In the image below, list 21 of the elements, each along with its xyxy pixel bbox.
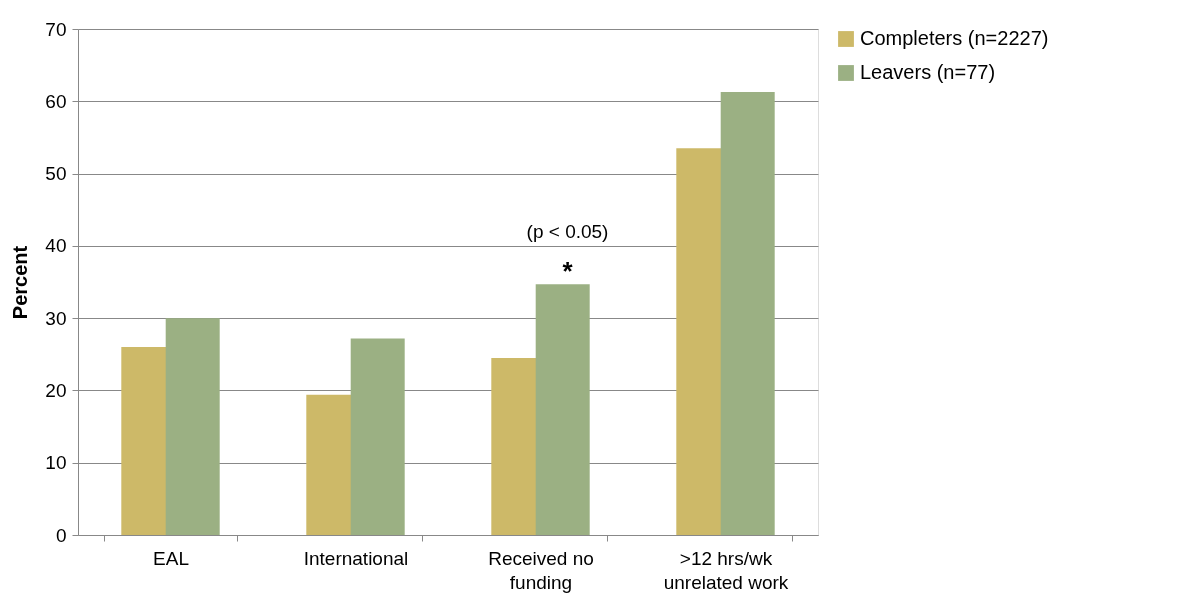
x-tick-label: EAL — [153, 547, 189, 569]
legend-label: Leavers (n=77) — [860, 61, 996, 83]
x-tick-label: International — [303, 547, 409, 569]
y-tick-label: 50 — [45, 163, 67, 185]
legend-label: Completers (n=2227) — [860, 27, 1049, 49]
y-tick-label: 40 — [45, 235, 67, 257]
y-tick-label: 70 — [45, 18, 67, 40]
y-tick-label: 0 — [55, 524, 67, 546]
annotation: (p < 0.05) — [526, 221, 609, 243]
y-tick-label: 30 — [45, 307, 67, 329]
bar — [350, 338, 405, 535]
annotation: * — [562, 256, 574, 287]
bar — [535, 284, 590, 535]
y-tick-label: 10 — [45, 452, 67, 474]
bar — [165, 318, 220, 535]
x-tick-label: Received no funding — [488, 547, 594, 593]
x-tick-label: >12 hrs/wk unrelated work — [663, 547, 789, 593]
y-tick-label: 20 — [45, 379, 67, 401]
y-tick-label: 60 — [45, 90, 67, 112]
y-axis-title: Percent — [9, 245, 32, 320]
bar — [720, 91, 775, 535]
